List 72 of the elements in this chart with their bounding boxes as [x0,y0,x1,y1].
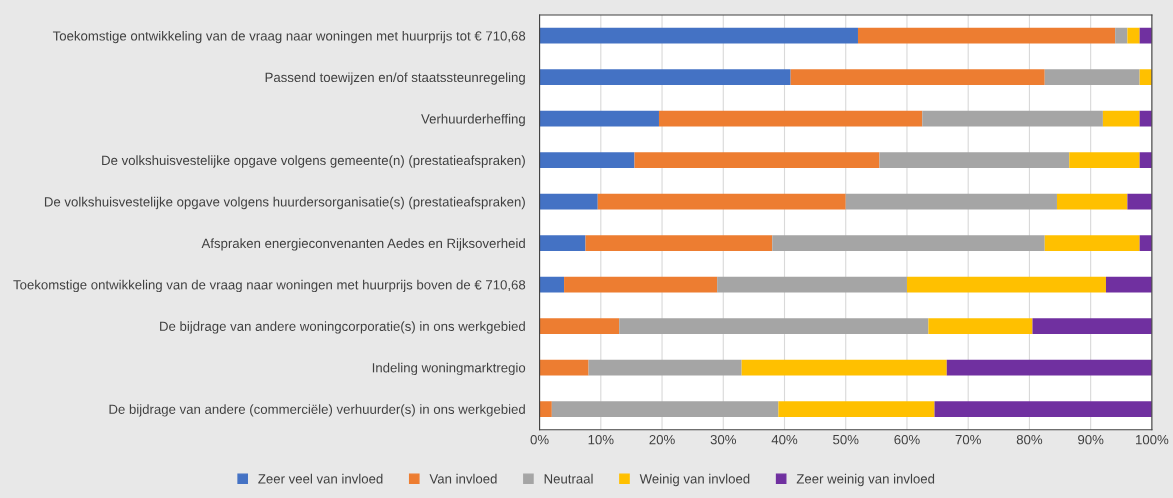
bar [741,359,947,376]
bar [658,110,923,127]
x-tick-label: 80% [1016,434,1043,445]
bar [1139,27,1152,44]
bar [790,69,1045,86]
bar [928,318,1033,334]
x-tick-label: 100% [1136,434,1169,445]
bar [934,401,1152,417]
y-tick-label: De volkshuisvestelijke opgave volgens gemeente(n) (prestatieafspraken) [102,155,525,168]
x-tick-label: 60% [894,434,920,445]
bar [879,152,1070,169]
bar [1105,276,1152,293]
bar [1139,152,1152,169]
y-tick-label: Afspraken energieconvenanten Aedes en Rijksoverheid [201,238,525,251]
x-tick-label: 40% [771,434,798,445]
y-tick-label: De bijdrage van andere (commerciële) verhuurder(s) in ons werkgebied [109,404,525,417]
bar [845,193,1057,210]
legend-label: Zeer veel van invloed [258,473,383,484]
bar [539,27,858,44]
x-tick-label: 70% [955,434,981,445]
bar [1139,235,1152,251]
y-tick-label: De bijdrage van andere woningcorporatie(s) in ons werkgebied [160,321,525,334]
bar [585,235,773,251]
bar [1044,69,1140,86]
bar [946,359,1152,376]
x-tick-label: 90% [1078,434,1104,445]
bar [772,235,1045,251]
bar [539,276,565,293]
bar [922,110,1103,127]
bar [539,110,659,127]
bar [539,152,635,169]
bar [1032,318,1152,334]
bar [597,193,846,210]
bar [1056,193,1128,210]
bar [539,235,586,251]
y-tick-label: Toekomstige ontwikkeling van de vraag naar woningen met huurprijs boven de € 710,68 [13,279,526,293]
bar [1069,152,1140,169]
bar [906,276,1106,293]
x-tick-label: 10% [588,434,614,445]
bar [634,152,880,169]
bar [1127,27,1140,44]
bar [564,276,718,293]
bar [539,318,620,334]
x-tick-label: 20% [649,434,675,445]
legend-label: Van invloed [429,473,497,484]
bar [1139,69,1152,86]
y-tick-label: Verhuurderheffing [421,113,525,127]
bar [1139,110,1152,127]
y-tick-label: Passend toewijzen en/of staatssteunregeling [265,72,525,85]
bar [551,401,779,417]
bar [539,193,598,210]
x-tick-label: 0% [530,434,549,445]
bar [1044,235,1140,251]
bar [1115,27,1128,44]
bar [539,401,552,417]
y-tick-label: Indeling woningmarktregio [372,362,526,376]
bar [539,69,791,86]
bar [619,318,929,334]
bar [1127,193,1152,210]
x-tick-label: 50% [833,434,859,445]
legend-label: Zeer weinig van invloed [796,473,935,487]
bar [778,401,935,417]
legend-label: Neutraal [544,473,593,484]
bar [717,276,907,293]
bar [588,359,742,376]
legend-label: Weinig van invloed [639,473,750,487]
bar [1102,110,1140,127]
x-tick-label: 30% [710,434,737,445]
y-tick-label: De volkshuisvestelijke opgave volgens huurdersorganisatie(s) (prestatieafspraken) [44,196,525,210]
bar [539,359,589,376]
y-tick-label: Toekomstige ontwikkeling van de vraag naar woningen met huurprijs tot € 710,68 [52,30,526,44]
bar [857,27,1116,44]
